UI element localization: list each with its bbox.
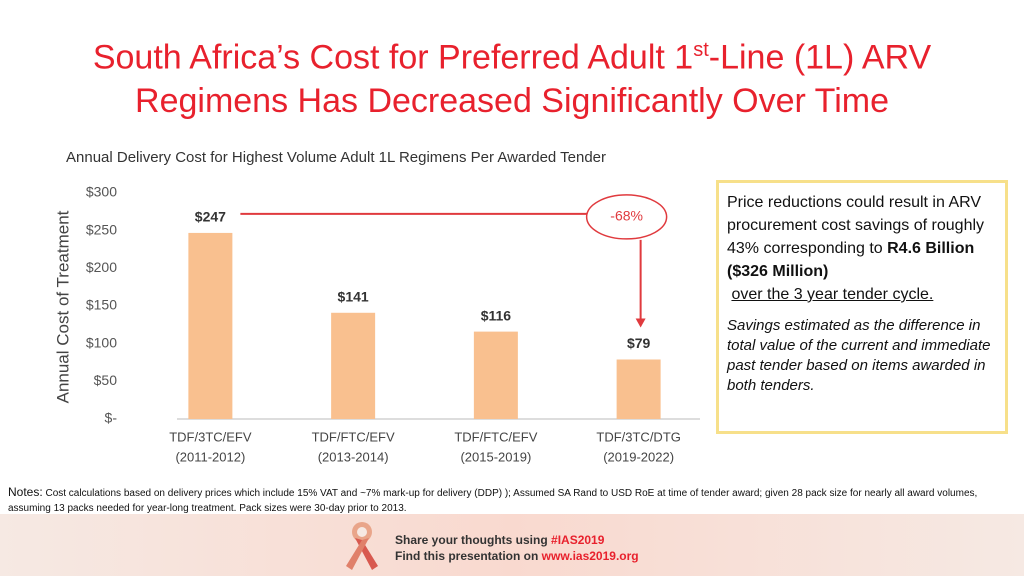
value-label: $141 xyxy=(338,288,369,304)
y-tick-label: $250 xyxy=(86,221,117,237)
notes: Notes: Cost calculations based on delive… xyxy=(8,485,1008,516)
value-label: $79 xyxy=(627,335,651,351)
title-sup: st xyxy=(693,39,709,61)
arrow-head xyxy=(635,318,646,328)
chart-subtitle: Annual Delivery Cost for Highest Volume … xyxy=(66,149,606,166)
bar xyxy=(331,312,376,419)
value-label: $116 xyxy=(481,307,512,323)
y-tick-label: $100 xyxy=(86,334,117,350)
ribbon-icon xyxy=(346,522,378,570)
notes-label: Notes: xyxy=(8,485,43,499)
notes-text: Cost calculations based on delivery pric… xyxy=(8,488,978,514)
x-tick-label: TDF/3TC/EFV xyxy=(169,429,252,444)
callout-note: Savings estimated as the difference in t… xyxy=(727,317,991,394)
x-tick-label: (2019-2022) xyxy=(603,449,674,464)
x-tick-label: TDF/FTC/EFV xyxy=(312,429,395,444)
annotation-text: -68% xyxy=(610,208,643,224)
callout-bold: R4.6 Billion ($326 Million) xyxy=(727,240,975,280)
y-tick-label: $50 xyxy=(94,372,118,388)
footer-hashtag: #IAS2019 xyxy=(551,533,605,547)
bar xyxy=(188,232,233,419)
annotation-badge xyxy=(585,194,668,240)
y-tick-label: $200 xyxy=(86,259,117,275)
slide-title: South Africa’s Cost for Preferred Adult … xyxy=(40,28,984,123)
footer-share: Share your thoughts using xyxy=(395,533,552,547)
x-tick-label: (2015-2019) xyxy=(460,449,531,464)
x-tick-label: (2013-2014) xyxy=(318,449,389,464)
bar xyxy=(616,359,661,419)
y-tick-label: $- xyxy=(105,410,118,426)
value-label: $247 xyxy=(195,209,226,225)
x-tick-label: (2011-2012) xyxy=(175,449,245,464)
title-text: South Africa’s Cost for Preferred Adult … xyxy=(92,38,694,77)
y-tick-label: $300 xyxy=(86,184,117,200)
callout-box: Price reductions could result in ARV pro… xyxy=(716,180,1008,434)
callout-text: Price reductions could result in ARV pro… xyxy=(727,194,985,257)
callout-underline: over the 3 year tender cycle. xyxy=(731,286,934,303)
footer-text: Share your thoughts using #IAS2019 Find t… xyxy=(395,532,639,564)
footer-find: Find this presentation on xyxy=(395,549,542,563)
y-tick-label: $150 xyxy=(86,297,117,313)
footer-url: www.ias2019.org xyxy=(541,549,639,563)
title-text: -Line (1L) ARV Regimens Has Decreased Si… xyxy=(135,38,932,121)
footer-band xyxy=(0,514,1024,576)
x-tick-label: TDF/FTC/EFV xyxy=(454,429,537,444)
x-tick-label: TDF/3TC/DTG xyxy=(596,429,681,444)
y-axis-label: Annual Cost of Treatment xyxy=(53,210,72,403)
bar xyxy=(473,331,518,419)
